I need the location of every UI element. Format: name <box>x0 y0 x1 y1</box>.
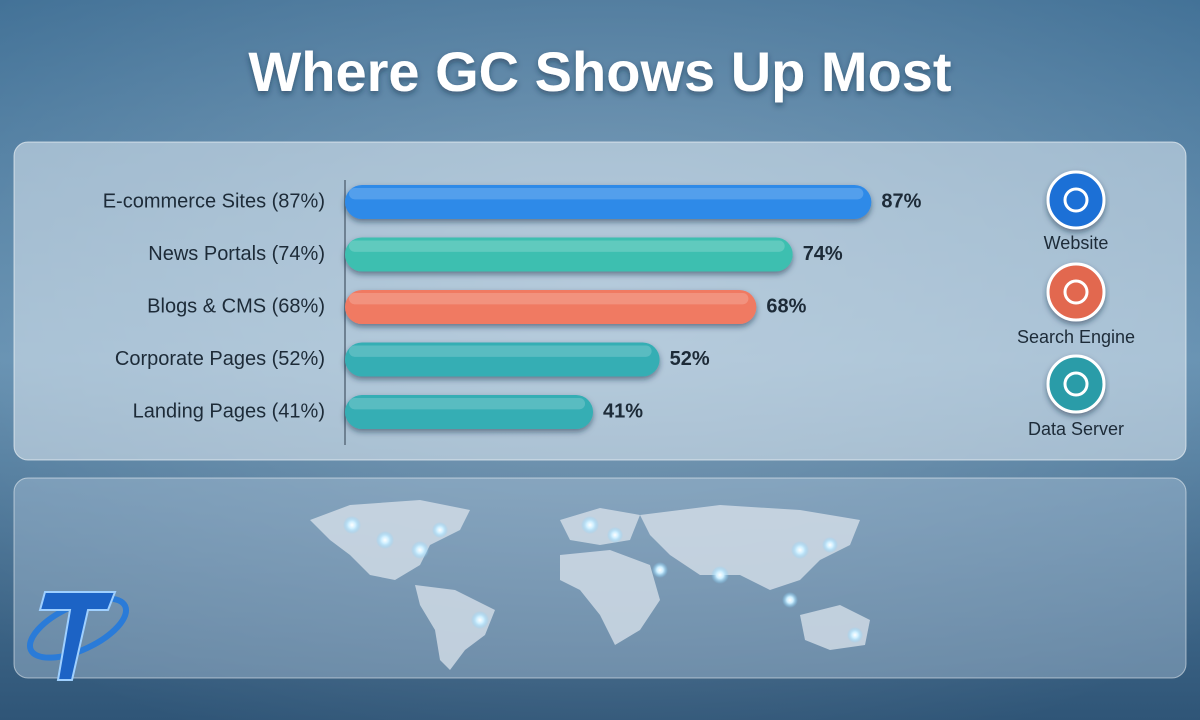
icons: Website Search Engine Data Server <box>1017 170 1135 439</box>
icon-badge <box>1046 170 1106 230</box>
map-light <box>607 527 623 543</box>
map-light <box>411 541 429 559</box>
category-label: E-commerce Sites (87%) <box>103 190 325 212</box>
value-label: 52% <box>670 348 710 370</box>
map-light <box>782 592 798 608</box>
bar <box>345 237 793 272</box>
map-light <box>847 627 863 643</box>
bar-highlight <box>349 345 652 357</box>
value-label: 41% <box>603 400 643 422</box>
category-label: Landing Pages (41%) <box>133 400 325 422</box>
map-light <box>652 562 668 578</box>
bars: E-commerce Sites (87%) 87% News Portals (7… <box>103 185 922 429</box>
chart-title: Where GC Shows Up Most <box>248 40 951 103</box>
map-lights <box>343 516 863 643</box>
bar <box>345 185 872 219</box>
icon-label: Website <box>1044 233 1109 253</box>
bar-highlight <box>349 240 785 252</box>
map-light <box>471 611 489 629</box>
value-label: 74% <box>803 243 843 265</box>
category-label: News Portals (74%) <box>148 243 325 265</box>
bar-highlight <box>349 188 864 200</box>
icon-label: Data Server <box>1028 419 1124 439</box>
value-label: 68% <box>766 295 806 317</box>
map-light <box>791 541 809 559</box>
bar <box>345 290 757 324</box>
icon-glyph <box>1063 279 1089 305</box>
icon-glyph <box>1063 371 1089 397</box>
value-label: 87% <box>881 190 921 212</box>
bar <box>345 395 594 429</box>
map-light <box>711 566 729 584</box>
map-light <box>432 522 448 538</box>
map-light <box>822 537 838 553</box>
bar-highlight <box>349 398 586 410</box>
bar <box>345 342 660 377</box>
icon-badge <box>1046 354 1106 414</box>
icon-label: Search Engine <box>1017 327 1135 347</box>
icon-badge <box>1046 262 1106 322</box>
map-light <box>376 531 394 549</box>
map-light <box>343 516 361 534</box>
asia <box>640 505 860 590</box>
category-label: Corporate Pages (52%) <box>115 348 325 370</box>
south-america <box>415 585 495 670</box>
africa <box>560 550 660 645</box>
bar-highlight <box>349 293 749 305</box>
category-label: Blogs & CMS (68%) <box>147 295 325 317</box>
logo <box>26 591 130 681</box>
logo-letter <box>38 591 117 681</box>
icon-glyph <box>1063 187 1089 213</box>
map-light <box>581 516 599 534</box>
